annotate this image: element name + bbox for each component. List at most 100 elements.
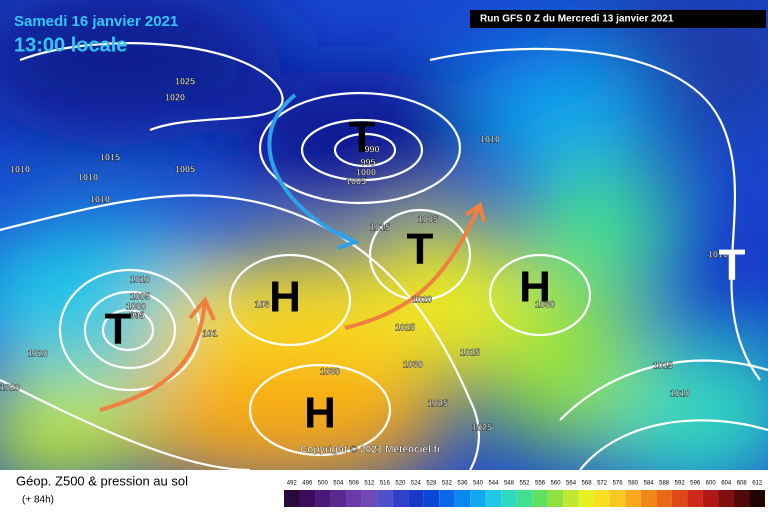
color-swatch [516, 490, 533, 507]
isobar-label: 1025 [460, 347, 480, 357]
isobar-label: 1030 [403, 359, 423, 369]
isobar-label: 1010 [670, 388, 690, 398]
scale-label: 596 [690, 481, 701, 487]
color-swatch [423, 490, 440, 507]
color-swatch [315, 490, 331, 507]
scale-label: 564 [566, 481, 577, 487]
isobar-label: 1015 [370, 222, 390, 232]
scale-label: 592 [675, 481, 686, 487]
scale-label: 608 [737, 481, 748, 487]
lead-time: (+ 84h) [22, 495, 54, 506]
isobar-label: 1005 [346, 176, 366, 186]
color-swatch [532, 490, 548, 507]
run-info: Run GFS 0 Z du Mercredi 13 janvier 2021 [480, 14, 674, 25]
scale-label: 600 [706, 481, 717, 487]
high-pressure-center: H [304, 389, 336, 438]
color-swatch [656, 490, 672, 507]
isobar-label: 1010 [10, 164, 30, 174]
color-swatch [578, 490, 595, 507]
run-box [470, 10, 766, 28]
scale-label: 576 [613, 481, 624, 487]
isobar-label: 1010 [480, 134, 500, 144]
color-swatch [687, 490, 703, 507]
scale-label: 508 [349, 481, 360, 487]
color-swatch [284, 490, 300, 507]
color-swatch [408, 490, 424, 507]
scale-label: 544 [488, 481, 499, 487]
color-swatch [609, 490, 626, 507]
isobar-label: 1025 [395, 322, 415, 332]
color-swatch [640, 490, 657, 507]
scale-label: 540 [473, 481, 484, 487]
low-pressure-center: T [407, 225, 434, 274]
color-swatch [594, 490, 610, 507]
local-time: 13:00 locale [14, 34, 127, 56]
low-pressure-center: T [105, 305, 132, 354]
isobar-label: 1025 [472, 422, 492, 432]
copyright: Copyright © 2021 Meteociel.fr [300, 445, 441, 456]
scale-label: 604 [721, 481, 732, 487]
isobar-label: 1020 [165, 92, 185, 102]
high-pressure-center: H [519, 263, 551, 312]
color-swatch [485, 490, 502, 507]
isobar-label: 103 [254, 299, 269, 309]
low-pressure-center: T [349, 113, 376, 162]
scale-label: 512 [364, 481, 375, 487]
isobar-label: 101 [202, 328, 217, 338]
isobar-label: 1020 [28, 348, 48, 358]
color-swatch [299, 490, 316, 507]
scale-label: 492 [287, 481, 298, 487]
color-swatch [439, 490, 455, 507]
scale-label: 552 [519, 481, 530, 487]
color-swatch [454, 490, 471, 507]
isobar-label: 1010 [78, 172, 98, 182]
scale-label: 560 [551, 481, 562, 487]
color-swatch [625, 490, 641, 507]
isobar-label: 1030 [320, 366, 340, 376]
color-swatch [392, 490, 409, 507]
background: 1025102010151010101010101005990995100010… [0, 0, 768, 470]
valid-time: Samedi 16 janvier 2021 [14, 13, 178, 30]
scale-label: 536 [457, 481, 468, 487]
scale-label: 524 [411, 481, 422, 487]
color-swatch [671, 490, 688, 507]
scale-label: 580 [628, 481, 639, 487]
high-pressure-center: H [269, 273, 301, 322]
color-swatch [733, 490, 750, 507]
color-swatch [547, 490, 564, 507]
scale-label: 516 [380, 481, 391, 487]
flow-arrows [99, 93, 486, 412]
color-swatch [702, 490, 719, 507]
color-swatch [470, 490, 486, 507]
scale-label: 568 [582, 481, 593, 487]
isobar-label: 1000 [126, 301, 146, 311]
scale-label: 612 [752, 481, 763, 487]
isobar-label: 990 [364, 144, 379, 154]
isobar-label: 995 [129, 310, 144, 320]
scale-label: 496 [302, 481, 313, 487]
color-swatch [361, 490, 378, 507]
scale-label: 588 [659, 481, 670, 487]
isobar-label: 1010 [130, 274, 150, 284]
scale-label: 500 [318, 481, 329, 487]
isobars [0, 42, 768, 470]
color-swatch [346, 490, 362, 507]
low-pressure-center: T [719, 241, 746, 290]
color-swatch [718, 490, 734, 507]
scale-label: 548 [504, 481, 515, 487]
scale-label: 532 [442, 481, 453, 487]
isobar-label: 1030 [535, 299, 555, 309]
isobar-label: 1020 [0, 382, 20, 392]
scale-label: 520 [395, 481, 406, 487]
color-swatch [749, 490, 765, 507]
isobar-label: 1010 [708, 249, 728, 259]
scale-label: 528 [426, 481, 437, 487]
isobar-label: 1005 [175, 164, 195, 174]
isobar-label: 1025 [175, 76, 195, 86]
scale-label: 556 [535, 481, 546, 487]
isobar-label: 1005 [418, 214, 438, 224]
isobar-label: 1000 [356, 167, 376, 177]
scale-label: 584 [644, 481, 655, 487]
isobar-label: 1010 [90, 194, 110, 204]
